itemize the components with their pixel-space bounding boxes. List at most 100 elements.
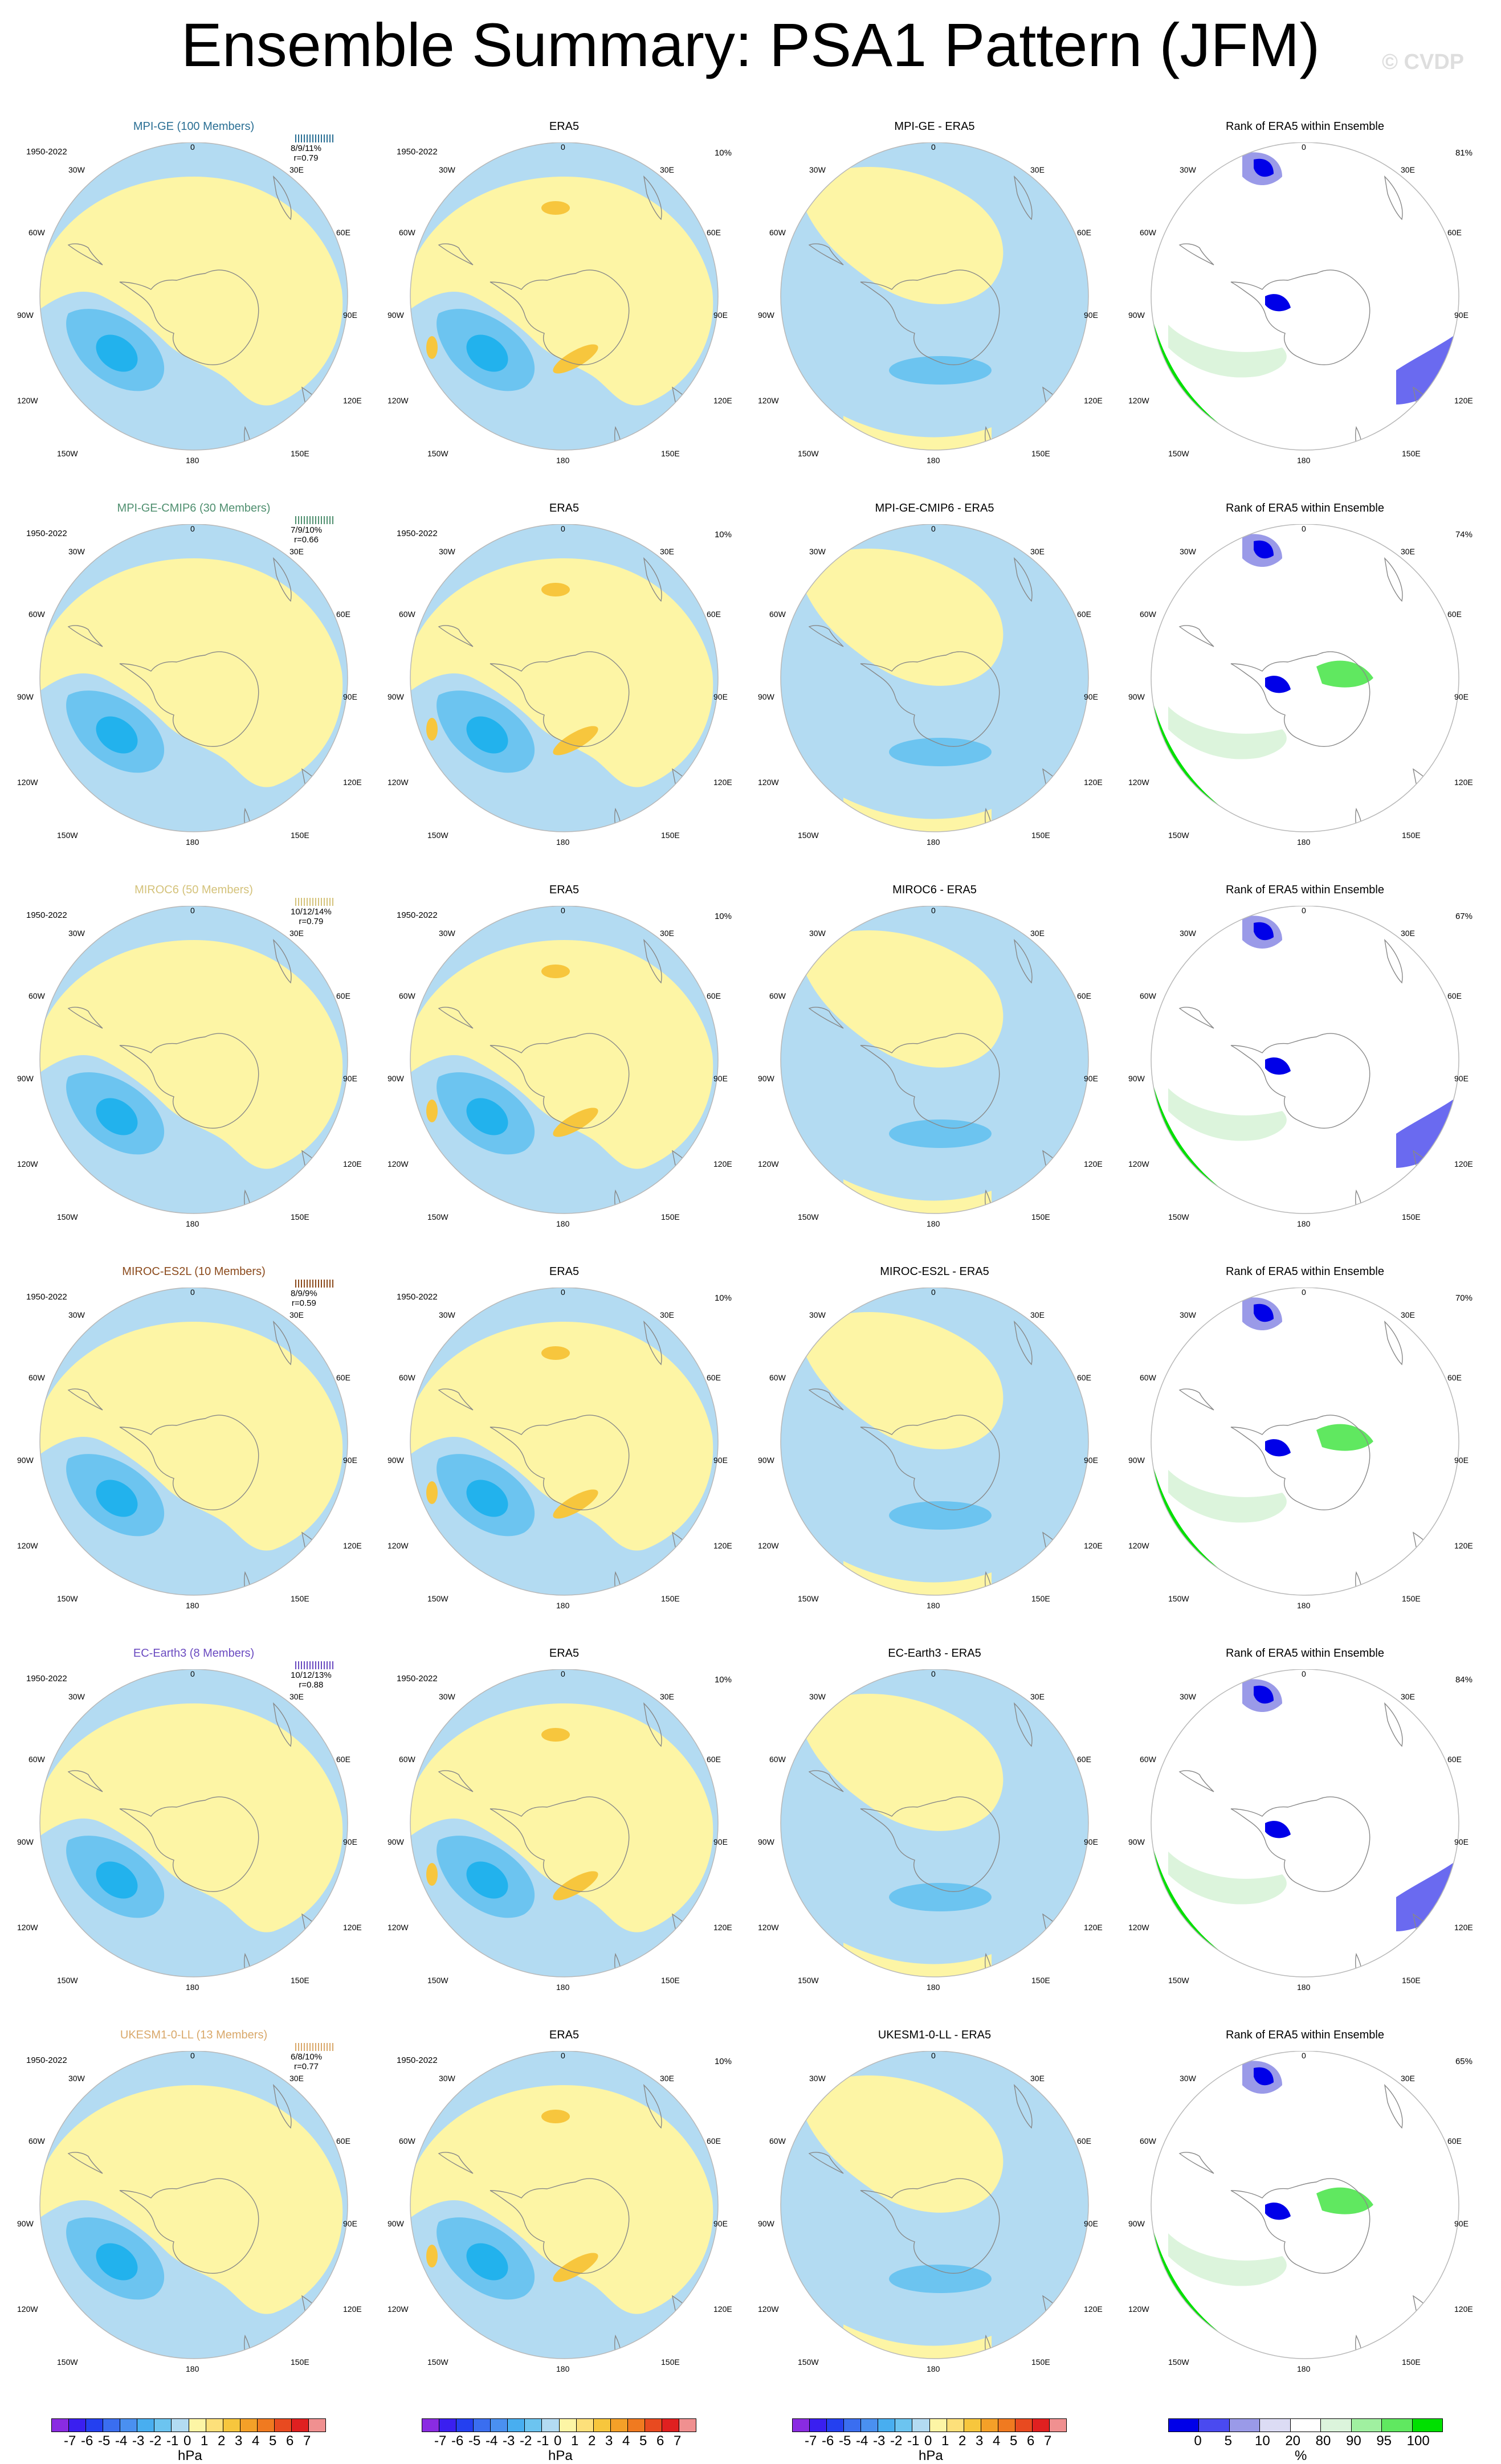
rank-lightgreen-region	[1168, 325, 1287, 378]
map-boundary	[1151, 524, 1459, 832]
positive-anomaly-region-south	[843, 798, 992, 832]
panel-title: MIROC6 (50 Members)	[134, 884, 253, 896]
degree-label-br: 150E	[1031, 1594, 1050, 1603]
ensemble-stats: 6/8/10% r=0.77	[291, 2052, 322, 2071]
rank-green-region-inner	[1316, 660, 1373, 688]
degree-label-bottom: 180	[1297, 1983, 1311, 1992]
rank-green-region-inner	[1316, 1424, 1373, 1451]
degree-label-ur: 60E	[707, 1373, 721, 1382]
panel-title: ERA5	[549, 1647, 580, 1660]
new-zealand-coastline	[614, 1189, 622, 1213]
degree-label-r: 90E	[713, 1837, 728, 1846]
panel-model-row-2: MIROC6 (50 Members) 1950-2022 10/12/14% r=0…	[17, 883, 365, 1248]
rank-darkblue-region	[1254, 2067, 1274, 2086]
colorbar-label: -4	[486, 2433, 498, 2449]
colorbar-label: -1	[166, 2433, 179, 2449]
map-boundary	[1151, 906, 1459, 1214]
rank-lightgreen-region	[1168, 1088, 1287, 1141]
degree-label-tl: 30W	[68, 165, 85, 174]
polar-map	[1151, 906, 1459, 1214]
south-america-coastline	[808, 625, 844, 647]
antarctica-coastline	[1230, 1415, 1371, 1511]
degree-label-l: 90W	[758, 1074, 774, 1083]
degree-label-l: 90W	[758, 692, 774, 701]
negative-anomaly-core	[466, 1861, 508, 1899]
era5-variance: 10%	[714, 148, 732, 158]
degree-label-ur: 60E	[1447, 991, 1462, 1000]
strong-positive-anomaly	[541, 965, 570, 978]
new-zealand-coastline	[1355, 1952, 1363, 1977]
polar-map	[410, 524, 719, 832]
degree-label-lr: 120E	[1084, 1159, 1103, 1168]
degree-label-top: 0	[1302, 142, 1306, 152]
africa-coastline	[1384, 2083, 1403, 2129]
degree-label-l: 90W	[17, 1074, 34, 1083]
colorbar-label: 5	[1010, 2433, 1018, 2449]
colorbar-label: 7	[1044, 2433, 1052, 2449]
ensemble-spread-marker	[291, 133, 342, 144]
colorbar-label: -5	[839, 2433, 851, 2449]
degree-label-r: 90E	[1084, 1074, 1098, 1083]
map-boundary	[780, 2051, 1089, 2359]
panel-diff-row-4: EC-Earth3 - ERA5 0 180 30W 30E 60W 60E 90W 90E 12…	[758, 1646, 1106, 2011]
degree-label-bl: 150W	[1168, 831, 1189, 840]
colorbar-label: -7	[434, 2433, 447, 2449]
colorbar-label: 80	[1315, 2433, 1331, 2449]
new-zealand-coastline	[1355, 1571, 1363, 1595]
colorbar-label: 5	[269, 2433, 277, 2449]
degree-label-br: 150E	[1031, 1976, 1050, 1985]
new-zealand-coastline	[1355, 807, 1363, 832]
panel-era5-row-1: ERA5 1950-2022 10% 0 180 30W 30E 60W 60E 90W 90E 12…	[388, 501, 735, 866]
degree-label-top: 0	[190, 1669, 195, 1678]
strong-positive-anomaly-south	[553, 1489, 598, 1519]
colorbar-label: 1	[201, 2433, 209, 2449]
degree-label-lr: 120E	[713, 1923, 732, 1932]
degree-label-bottom: 180	[1297, 837, 1311, 847]
degree-label-ul: 60W	[1140, 1373, 1156, 1382]
degree-label-top: 0	[190, 2051, 195, 2060]
panel-title: MPI-GE-CMIP6 - ERA5	[875, 502, 994, 514]
panel-rank-row-1: Rank of ERA5 within Ensemble 74% 0 180 30W 30…	[1128, 501, 1476, 866]
degree-label-br: 150E	[661, 831, 680, 840]
degree-label-ul: 60W	[28, 228, 45, 237]
antarctica-coastline	[119, 651, 259, 747]
degree-label-l: 90W	[17, 310, 34, 320]
strong-positive-anomaly-west	[426, 1100, 438, 1122]
degree-label-tl: 30W	[68, 547, 85, 556]
new-zealand-coastline	[1355, 2334, 1363, 2359]
panel-title: UKESM1-0-LL - ERA5	[878, 2029, 992, 2041]
antarctica-coastline	[119, 2178, 259, 2274]
degree-label-bottom: 180	[927, 456, 940, 465]
degree-label-ll: 120W	[1128, 396, 1149, 405]
explained-variance: 8/9/9%	[291, 1289, 317, 1298]
map-boundary	[39, 524, 348, 832]
positive-anomaly-region	[798, 1693, 1004, 1831]
map-boundary	[410, 2051, 719, 2359]
rank-lightgreen-region	[1168, 706, 1287, 759]
degree-label-lr: 120E	[1084, 396, 1103, 405]
degree-label-ll: 120W	[388, 778, 409, 787]
degree-label-lr: 120E	[1084, 778, 1103, 787]
new-zealand-coastline	[614, 426, 622, 450]
africa-coastline	[643, 1320, 662, 1366]
south-america-coastline	[438, 243, 474, 265]
rank-lightgreen-region	[1168, 1852, 1287, 1905]
positive-anomaly-region	[40, 177, 343, 406]
south-america-coastline	[1178, 2152, 1214, 2174]
degree-label-top: 0	[931, 906, 936, 915]
map-boundary	[39, 906, 348, 1214]
rank-darkblue-spot	[1265, 1821, 1291, 1838]
degree-label-r: 90E	[713, 1074, 728, 1083]
negative-anomaly-core	[96, 716, 138, 754]
positive-anomaly-region	[798, 2075, 1004, 2213]
colorbar-swatch	[525, 2419, 543, 2432]
degree-label-bl: 150W	[1168, 1594, 1189, 1603]
colorbar-swatch	[223, 2419, 240, 2432]
degree-label-r: 90E	[343, 1456, 357, 1465]
degree-label-l: 90W	[388, 1074, 404, 1083]
degree-label-tl: 30W	[439, 165, 455, 174]
degree-label-br: 150E	[1031, 449, 1050, 458]
degree-label-r: 90E	[1454, 2219, 1469, 2228]
positive-anomaly-region	[410, 1703, 713, 1932]
polar-map	[39, 524, 348, 832]
